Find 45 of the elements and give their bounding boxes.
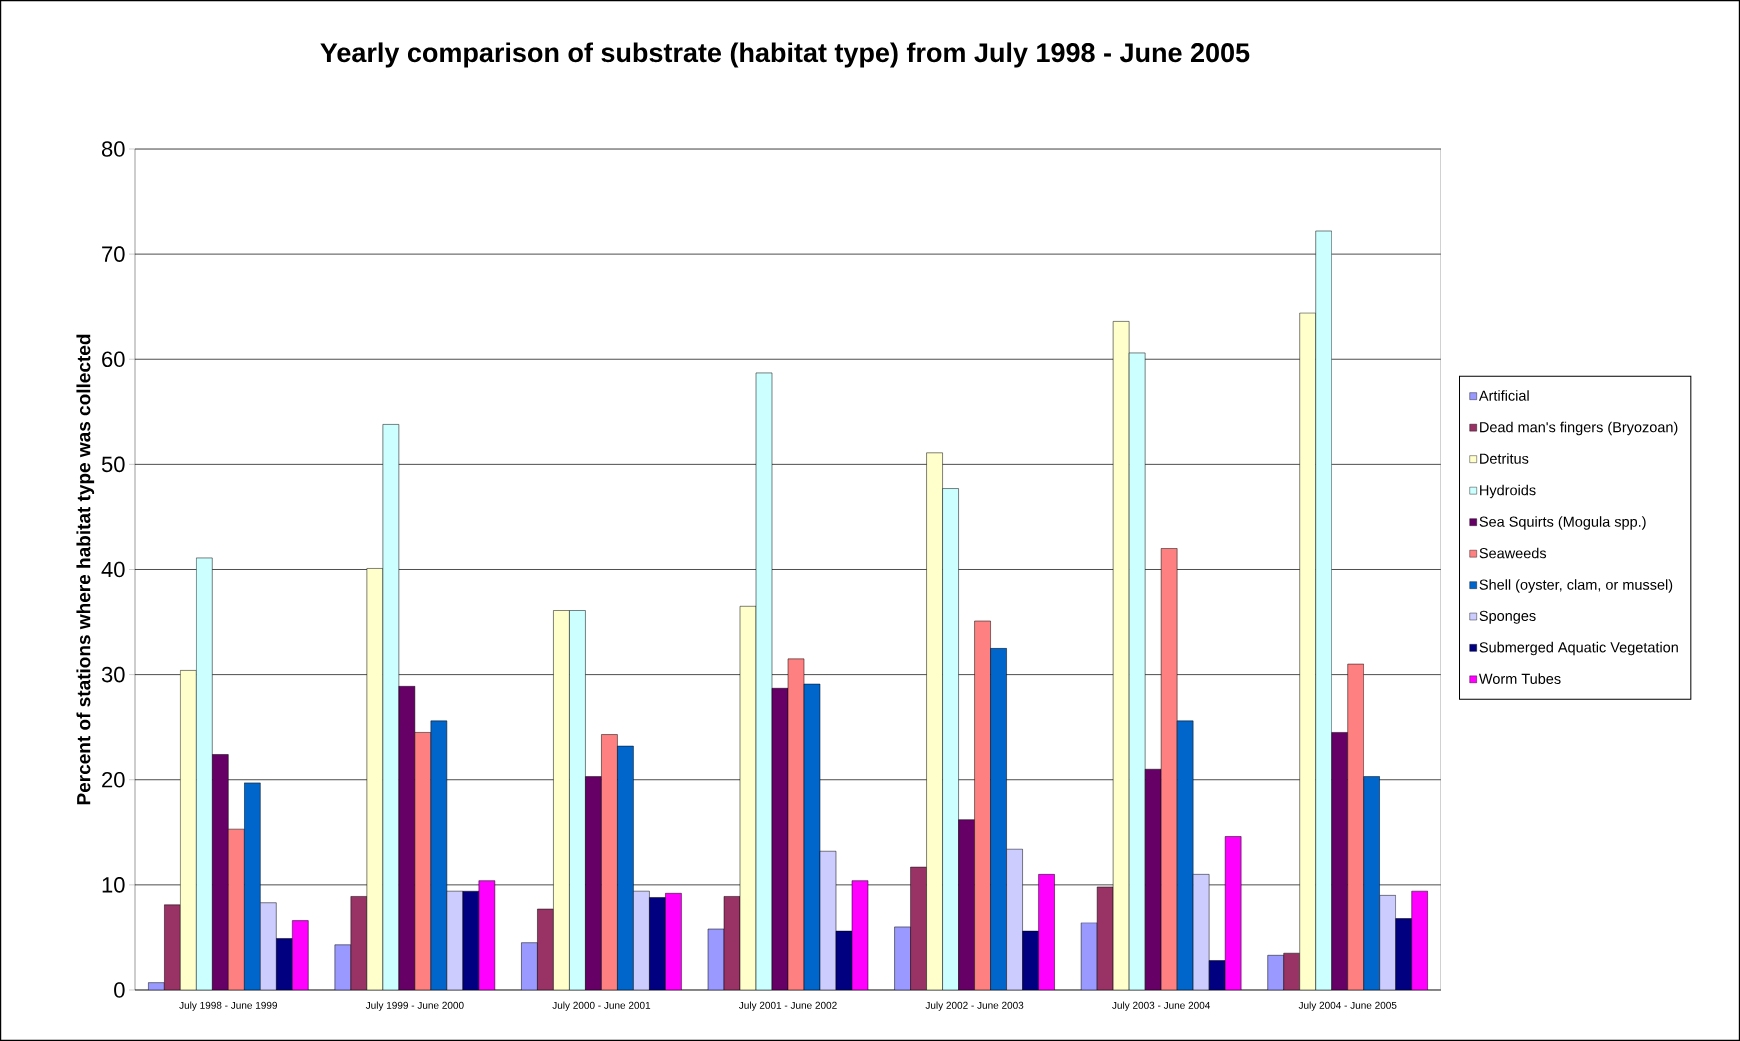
x-tick-label: July 2001 - June 2002 [738, 1001, 837, 1011]
bar [292, 920, 309, 990]
y-tick-label: 40 [101, 561, 125, 578]
bar [942, 488, 959, 990]
bar [553, 610, 570, 990]
bar [665, 893, 682, 990]
legend-label: Worm Tubes [1478, 673, 1561, 684]
x-tick-label: July 2004 - June 2005 [1298, 1001, 1397, 1011]
y-tick-label: 80 [101, 141, 125, 157]
y-tick-label: 20 [102, 771, 125, 788]
legend-label: Seaweeds [1479, 547, 1547, 559]
legend-label: Shell (oyster, clam, or mussel) [1479, 579, 1673, 593]
y-tick-label: 10 [102, 877, 125, 893]
bar [926, 452, 943, 990]
bar [894, 926, 911, 990]
bar [569, 610, 586, 990]
bar [196, 557, 213, 990]
legend-label: Sponges [1479, 610, 1536, 624]
y-tick-label: 60 [102, 351, 125, 368]
bar [164, 904, 181, 990]
legend-label: Dead man's fingers (Bryozoan) [1480, 421, 1678, 436]
bar [910, 866, 927, 990]
x-tick-label: July 2002 - June 2003 [925, 1001, 1024, 1011]
bar [1038, 874, 1055, 990]
bar [537, 908, 554, 990]
y-tick-label: 30 [101, 666, 125, 683]
y-tick-label: 0 [114, 982, 125, 998]
bar [180, 670, 197, 990]
bar [1315, 230, 1332, 990]
bar [521, 942, 538, 990]
y-tick-label: 70 [102, 246, 125, 262]
legend-label: Submerged Aquatic Vegetation [1479, 641, 1678, 656]
chart-title: Yearly comparison of substrate (habitat type) from July 1998 - June 2005 [320, 42, 1250, 68]
x-tick-label: July 1999 - June 2000 [365, 1001, 464, 1011]
x-tick-label: July 2000 - June 2001 [552, 1001, 651, 1011]
x-tick-label: July 1998 - June 1999 [179, 1001, 278, 1011]
y-tick-label: 50 [101, 456, 125, 473]
legend-label: Sea Squirts (Mogula spp.) [1479, 516, 1646, 530]
bar [1299, 312, 1316, 990]
y-axis-title: Percent of stations where habitat type was collected [76, 334, 95, 805]
bar [1411, 890, 1428, 990]
legend-label: Detritus [1480, 453, 1529, 464]
legend-label: Hydroids [1480, 484, 1536, 499]
legend-label: Artificial [1478, 390, 1529, 401]
x-tick-label: July 2003 - June 2004 [1112, 1001, 1211, 1011]
